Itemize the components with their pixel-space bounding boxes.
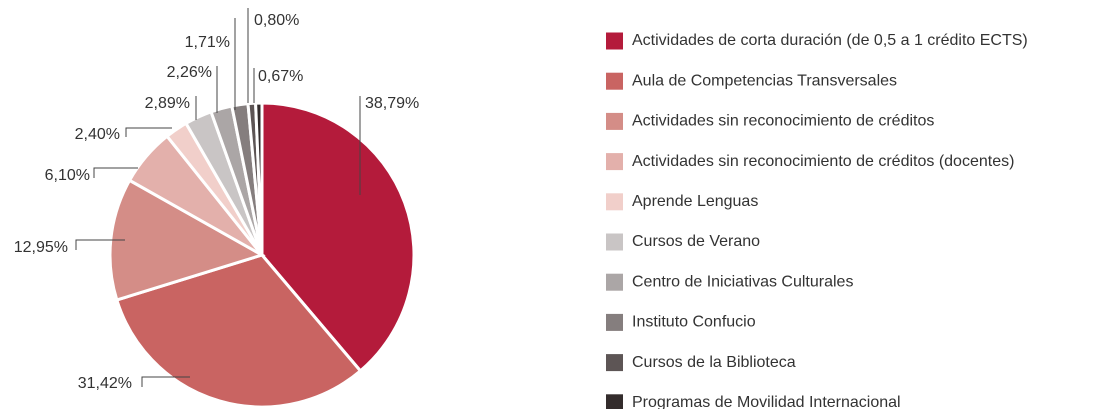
legend-label: Aprende Lenguas <box>632 193 758 210</box>
legend-label: Cursos de la Biblioteca <box>632 354 796 371</box>
data-label: 12,95% <box>14 239 68 256</box>
legend-label: Programas de Movilidad Internacional <box>632 394 901 409</box>
legend-label: Actividades sin reconocimiento de crédit… <box>632 153 1014 170</box>
legend-label: Centro de Iniciativas Culturales <box>632 273 853 290</box>
pie-slice <box>108 178 266 302</box>
legend-swatch <box>606 112 623 130</box>
data-label: 38,79% <box>365 95 419 112</box>
legend-swatch <box>606 273 623 291</box>
data-label: 31,42% <box>78 375 132 392</box>
legend-swatch <box>606 233 623 251</box>
data-label: 0,67% <box>258 68 303 85</box>
legend-swatch <box>606 193 623 211</box>
legend-swatch <box>606 32 623 50</box>
legend-swatch <box>606 72 623 90</box>
legend-label: Cursos de Verano <box>632 233 760 250</box>
data-label: 2,89% <box>145 95 190 112</box>
legend-swatch <box>606 313 623 331</box>
leader-line <box>141 376 190 387</box>
leader-line <box>125 127 172 137</box>
legend-swatch <box>606 394 623 409</box>
pie-slice <box>114 253 363 409</box>
legend-label: Actividades sin reconocimiento de crédit… <box>632 113 934 130</box>
data-label: 0,80% <box>254 12 299 29</box>
legend-swatch <box>606 153 623 171</box>
legend-label: Aula de Competencias Transversales <box>632 72 897 89</box>
legend-label: Actividades de corta duración (de 0,5 a … <box>632 32 1028 49</box>
data-label: 2,40% <box>75 126 120 143</box>
leader-line <box>93 167 138 178</box>
legend-swatch <box>606 354 623 372</box>
data-label: 6,10% <box>45 167 90 184</box>
pie-slice <box>260 101 416 373</box>
pie-slice <box>254 101 264 256</box>
data-label: 1,71% <box>185 34 230 51</box>
legend-label: Instituto Confucio <box>632 314 756 331</box>
data-label: 2,26% <box>167 64 212 81</box>
leader-line <box>75 239 125 250</box>
